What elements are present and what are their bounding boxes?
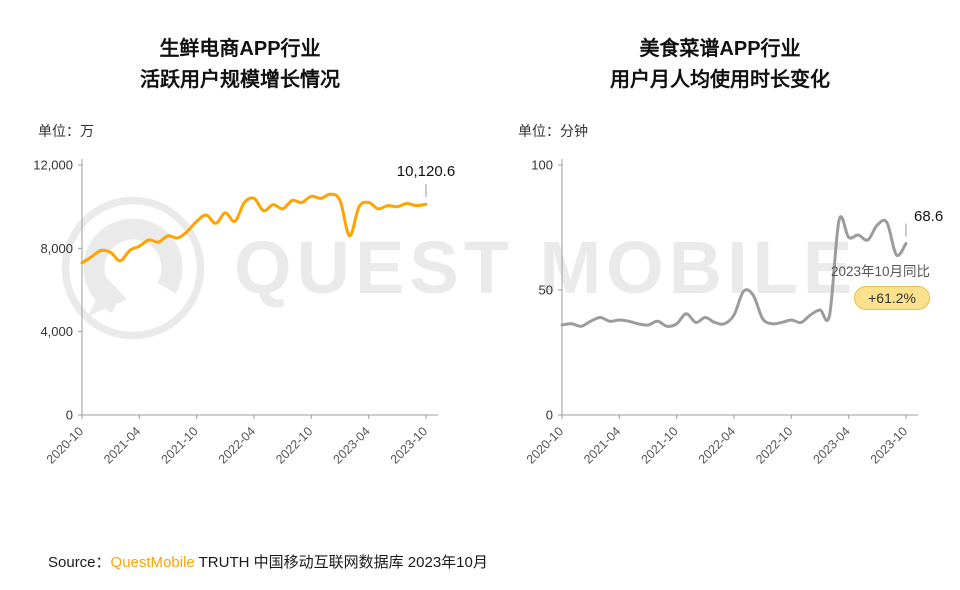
- yoy-badge: +61.2%: [854, 285, 930, 310]
- svg-text:0: 0: [66, 408, 73, 423]
- end-value-label: 10,120.6: [396, 163, 456, 181]
- source-label: Source：: [48, 554, 111, 571]
- svg-text:2021-10: 2021-10: [638, 424, 680, 466]
- chart-panel-recipe-apps: 美食菜谱APP行业 用户月人均使用时长变化 单位：分钟 0 50 100 2020-1…: [480, 0, 960, 520]
- chart-title: 美食菜谱APP行业 用户月人均使用时长变化: [610, 38, 830, 91]
- svg-text:2023-04: 2023-04: [810, 424, 852, 466]
- svg-text:2021-04: 2021-04: [101, 424, 143, 466]
- svg-text:100: 100: [531, 158, 553, 173]
- svg-text:2023-10: 2023-10: [868, 424, 910, 466]
- line-chart-fresh-ecommerce: 0 4,000 8,000 12,000 2020-10 2021-04 2021-10 20…: [33, 158, 438, 467]
- charts-row: 生鲜电商APP行业 活跃用户规模增长情况 单位：万 0 4,000 8,000 12,…: [0, 0, 960, 520]
- unit-label: 单位：万: [38, 123, 94, 139]
- svg-text:2023-10: 2023-10: [388, 424, 430, 466]
- end-value-label: 68.6: [914, 207, 944, 225]
- chart-title: 生鲜电商APP行业 活跃用户规模增长情况: [140, 38, 340, 91]
- svg-text:2020-10: 2020-10: [524, 424, 566, 466]
- svg-text:12,000: 12,000: [33, 158, 73, 173]
- svg-text:2023-04: 2023-04: [330, 424, 372, 466]
- line-chart-recipe-apps: 0 50 100 2020-10 2021-04 2021-10 2022-04 2022-1…: [524, 158, 918, 467]
- svg-text:2022-10: 2022-10: [273, 424, 315, 466]
- svg-text:50: 50: [539, 283, 553, 298]
- svg-text:4,000: 4,000: [40, 324, 73, 339]
- unit-label: 单位：分钟: [518, 123, 588, 139]
- source-rest: TRUTH 中国移动互联网数据库 2023年10月: [194, 554, 488, 571]
- svg-text:0: 0: [546, 408, 553, 423]
- svg-text:8,000: 8,000: [40, 241, 73, 256]
- chart-panel-fresh-ecommerce: 生鲜电商APP行业 活跃用户规模增长情况 单位：万 0 4,000 8,000 12,…: [0, 0, 480, 520]
- yoy-annotation: 2023年10月同比 +61.2%: [831, 260, 930, 310]
- svg-text:2021-10: 2021-10: [158, 424, 200, 466]
- svg-text:2022-04: 2022-04: [696, 424, 738, 466]
- svg-text:2022-10: 2022-10: [753, 424, 795, 466]
- yoy-label: 2023年10月同比: [830, 263, 930, 279]
- svg-text:2020-10: 2020-10: [44, 424, 86, 466]
- svg-text:2022-04: 2022-04: [216, 424, 258, 466]
- svg-text:2021-04: 2021-04: [581, 424, 623, 466]
- brand-name: QuestMobile: [110, 554, 195, 571]
- source-note: Source：QuestMobile TRUTH 中国移动互联网数据库 2023…: [48, 551, 488, 572]
